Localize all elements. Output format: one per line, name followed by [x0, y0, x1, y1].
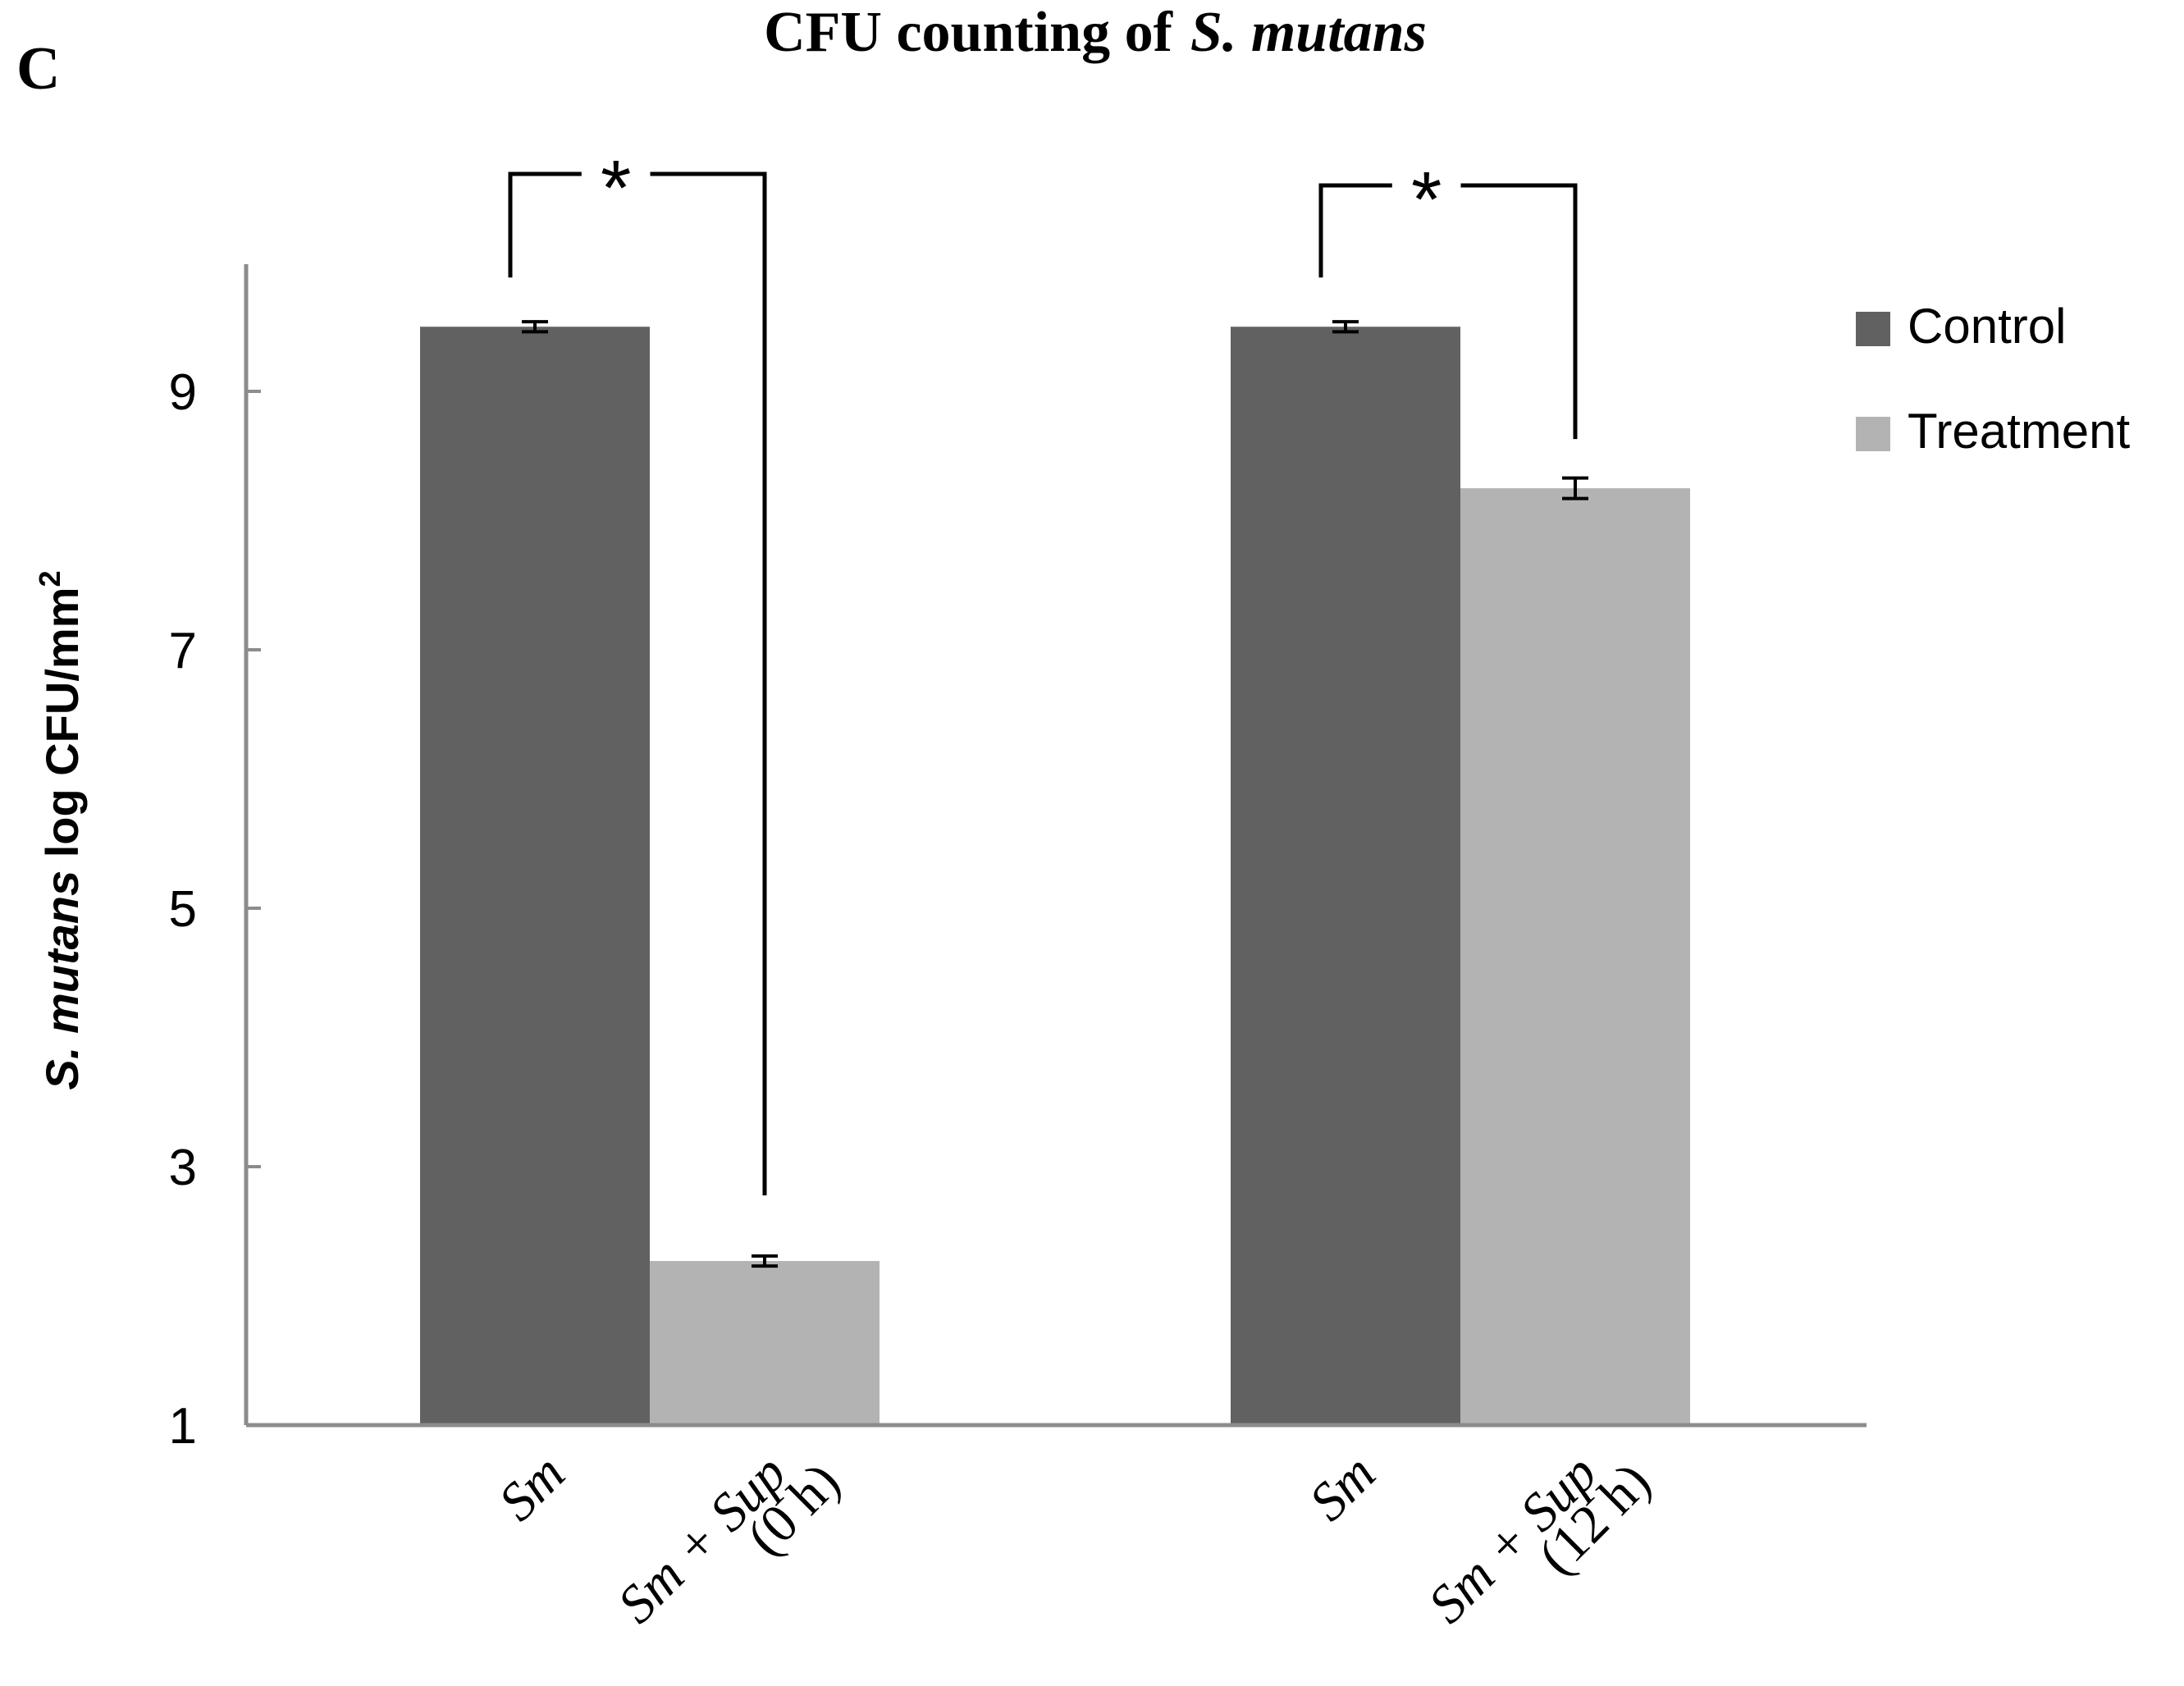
significance-bracket-left: [508, 171, 582, 278]
chart-title-italic: S. mutans: [1190, 1, 1427, 64]
legend-swatch-treatment: [1856, 417, 1890, 451]
significance-bracket-right: [1460, 183, 1578, 440]
chart-title: CFU counting of S. mutans: [764, 1, 1427, 64]
y-axis-label: S. mutans log CFU/mm2: [33, 571, 88, 1090]
significance-star: *: [601, 144, 631, 232]
legend-label-treatment: Treatment: [1908, 404, 2131, 459]
y-axis-label-italic: S. mutans: [36, 870, 88, 1090]
bar-treatment: [1460, 488, 1690, 1425]
y-axis-label-text: log CFU/mm: [36, 587, 88, 870]
bar-treatment: [650, 1260, 880, 1425]
x-label-control: Sm: [487, 1443, 577, 1533]
y-tick-label: 5: [169, 881, 197, 938]
significance-bracket-right: [650, 171, 767, 1195]
significance-bracket-left: [1318, 183, 1392, 278]
bar-control: [1231, 327, 1460, 1425]
legend-swatch-control: [1856, 312, 1890, 346]
chart-title-text: CFU counting of: [764, 1, 1172, 64]
y-tick-label: 9: [169, 364, 197, 421]
y-axis-label-superscript: 2: [33, 571, 66, 587]
svg-text:S. mutans log CFU/mm2: S. mutans log CFU/mm2: [33, 571, 88, 1090]
y-tick-label: 7: [169, 623, 197, 679]
y-tick-label: 1: [169, 1398, 197, 1455]
x-label-control: Sm: [1298, 1443, 1387, 1533]
y-tick-label: 3: [169, 1140, 197, 1196]
panel-label: C: [16, 35, 60, 103]
bar-control: [420, 327, 650, 1425]
significance-star: *: [1411, 156, 1442, 244]
legend-label-control: Control: [1908, 299, 2066, 354]
